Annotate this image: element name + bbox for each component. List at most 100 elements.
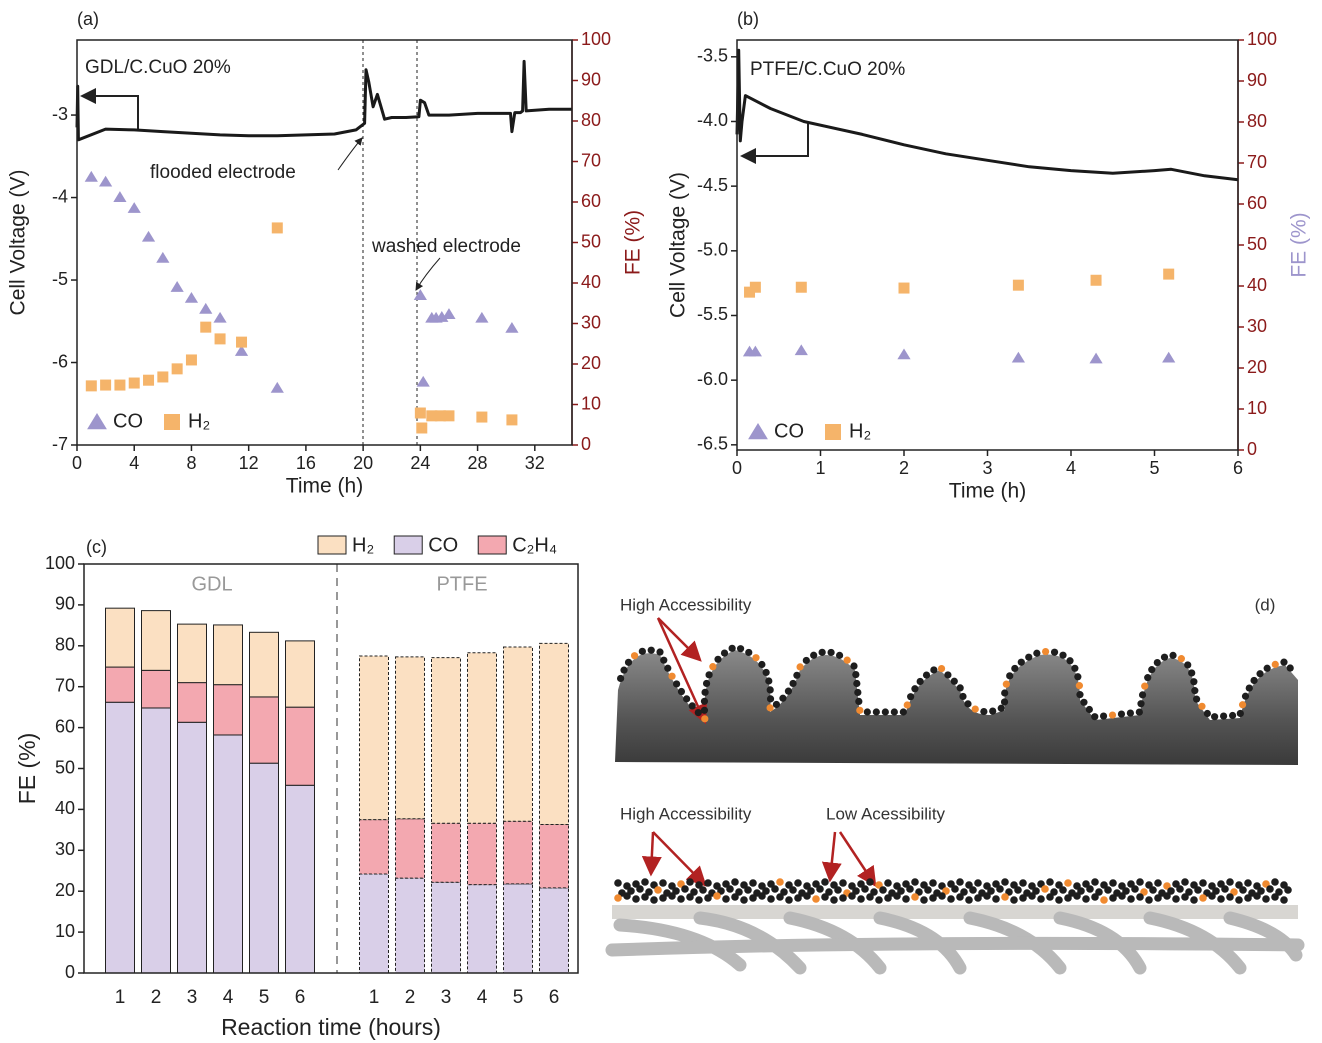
point — [185, 354, 197, 366]
particle — [1239, 886, 1247, 894]
particle — [772, 700, 781, 709]
x-axis-title: Time (h) — [949, 480, 1026, 503]
particle — [677, 895, 685, 903]
particle — [1226, 893, 1234, 901]
legend-label: H₂ — [849, 420, 871, 442]
particle — [1127, 895, 1135, 903]
particle — [1226, 878, 1234, 886]
point — [214, 333, 226, 345]
particle — [1108, 711, 1117, 719]
point — [749, 281, 761, 293]
particle — [1064, 894, 1072, 902]
particle — [1099, 712, 1108, 720]
particle — [1192, 695, 1201, 703]
particle — [704, 879, 712, 887]
particle — [1014, 886, 1022, 894]
particle — [1046, 893, 1054, 901]
particle — [699, 886, 707, 894]
y-tick-label: 40 — [55, 798, 75, 818]
x-axis-title: Reaction time (hours) — [221, 1014, 441, 1040]
bar-segment — [395, 818, 425, 879]
particle — [668, 892, 676, 900]
particle — [779, 694, 787, 702]
particle — [821, 893, 829, 901]
point — [1090, 274, 1102, 286]
particle — [789, 886, 797, 894]
point — [127, 202, 141, 213]
y2-tick-label: 50 — [1247, 234, 1267, 254]
x-tick-label: 4 — [223, 987, 234, 1008]
particle — [930, 666, 938, 674]
particle — [830, 896, 838, 904]
particle — [951, 885, 959, 893]
particle — [1211, 713, 1219, 721]
particle — [969, 886, 977, 894]
y2-tick-label: 100 — [1247, 29, 1277, 49]
particle — [1066, 657, 1074, 665]
panel: (a) GDL/C.CuO 20% flooded electrode washed … — [7, 9, 645, 498]
particle — [794, 894, 802, 902]
y-tick-label: -5.0 — [697, 240, 728, 260]
particle — [623, 892, 631, 900]
annotation: PTFE/C.CuO 20% — [750, 59, 905, 80]
particle — [654, 886, 662, 894]
particle — [827, 648, 835, 657]
particle — [1271, 878, 1279, 886]
particle — [784, 687, 793, 695]
x-tick-label: 0 — [732, 458, 742, 478]
particle — [903, 701, 911, 709]
x-tick-label: 6 — [549, 987, 560, 1008]
point — [1162, 351, 1176, 363]
y-tick-label: -3 — [52, 104, 68, 124]
particle — [1136, 893, 1144, 901]
particle — [1199, 879, 1207, 887]
point — [505, 321, 519, 333]
particle — [1126, 709, 1134, 717]
particle — [1217, 895, 1225, 903]
x-tick-label: 6 — [295, 987, 306, 1008]
point — [113, 191, 127, 202]
particle — [938, 892, 946, 900]
particle — [668, 672, 676, 680]
particle — [812, 895, 820, 903]
particle — [911, 685, 919, 693]
particle — [650, 896, 658, 904]
particle — [681, 885, 689, 893]
particle — [929, 879, 937, 887]
plot-frame — [83, 563, 579, 974]
x-tick-label: 1 — [115, 987, 126, 1008]
y2-tick-label: 0 — [581, 434, 591, 454]
point — [1163, 268, 1175, 280]
particle — [1100, 896, 1108, 904]
particle — [752, 654, 760, 662]
bar-segment — [141, 707, 171, 974]
particle — [803, 892, 811, 900]
point — [200, 321, 212, 333]
particle — [1271, 893, 1279, 901]
point — [442, 308, 456, 319]
point — [141, 230, 156, 242]
x-tick-label: 2 — [151, 987, 162, 1008]
particle — [1253, 892, 1261, 900]
x-tick-label: 5 — [1149, 458, 1159, 478]
particle — [1163, 892, 1171, 900]
legend-label: CO — [113, 410, 143, 432]
y-axis-title: Cell Voltage (V) — [667, 172, 690, 318]
fibers — [605, 911, 1305, 975]
annotation: flooded electrode — [150, 162, 296, 183]
annotation: (c) — [86, 537, 107, 557]
x-tick-label: 4 — [477, 987, 488, 1008]
particle — [766, 686, 774, 694]
bar-segment — [141, 610, 171, 671]
particle — [956, 684, 964, 692]
particle — [983, 892, 991, 900]
particle — [705, 671, 713, 679]
y-tick-label: -6.5 — [697, 434, 728, 454]
particle — [630, 652, 639, 660]
bar-segment — [177, 682, 207, 723]
particle — [686, 878, 694, 886]
particle — [1041, 885, 1049, 893]
y2-tick-label: 10 — [1247, 398, 1267, 418]
point — [897, 348, 911, 360]
y-tick-label: 50 — [55, 757, 75, 777]
